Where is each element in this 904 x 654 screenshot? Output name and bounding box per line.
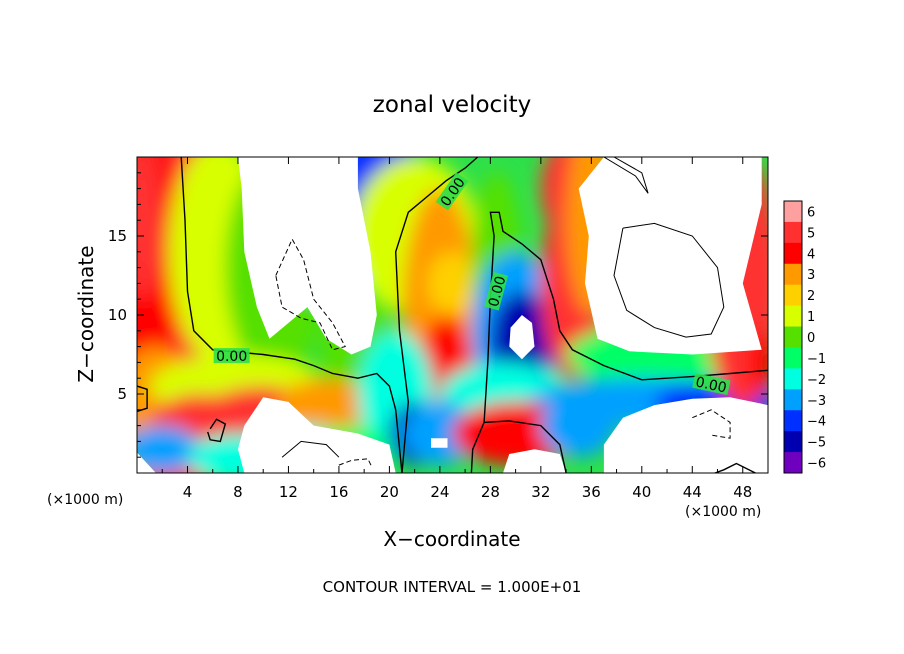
out-of-range-region <box>238 397 396 473</box>
out-of-range-region <box>603 397 768 473</box>
colorbar-swatch <box>784 347 802 369</box>
colorbar-swatch <box>784 221 802 244</box>
zero-contour-line <box>470 420 567 473</box>
contour-label-bg <box>484 271 509 311</box>
x-tick-label: 24 <box>430 483 449 501</box>
zero-contour-line <box>137 385 148 413</box>
contour-interval-note: CONTOUR INTERVAL = 1.000E+01 <box>323 578 582 596</box>
colorbar-label: −4 <box>807 415 826 430</box>
x-axis-label: X−coordinate <box>383 527 520 551</box>
contour-label: 0.00 <box>486 274 510 308</box>
contour-label-bg <box>692 372 731 396</box>
y-tick-label: 5 <box>117 385 127 403</box>
colorbar-label: 1 <box>807 310 815 325</box>
colorbar-swatch <box>784 389 802 411</box>
colorbar-swatch <box>784 431 802 453</box>
x-tick-label: 12 <box>279 483 298 501</box>
field-blob <box>427 251 478 315</box>
colorbar-label: −6 <box>807 457 826 472</box>
zero-contour-line <box>180 157 403 473</box>
plot-area: 0.000.000.000.00 <box>137 157 768 473</box>
x-tick-label: 8 <box>233 483 243 501</box>
chart-title: zonal velocity <box>373 92 531 118</box>
x-tick-label: 4 <box>183 483 193 501</box>
colorbar-swatch <box>784 452 802 474</box>
colorbar-swatch <box>784 242 802 265</box>
zero-contour-line <box>613 222 725 338</box>
x-tick-label: 36 <box>582 483 601 501</box>
out-of-range-region <box>509 315 535 360</box>
y-tick-label: 10 <box>108 306 127 324</box>
colorbar-swatch <box>784 368 802 390</box>
field-blob <box>402 401 478 466</box>
zero-contour-line <box>394 157 479 473</box>
colorbar-label: −5 <box>807 436 826 451</box>
zero-contour-line <box>714 462 756 473</box>
contour-label: 0.00 <box>694 374 728 396</box>
colorbar-label: 5 <box>807 226 815 241</box>
colorbar-swatch <box>784 305 802 328</box>
y-axis-ticks: 5 10 15 <box>108 172 768 458</box>
colorbar-frame <box>783 200 803 474</box>
contour-label-bg <box>435 172 469 211</box>
x-unit-label-left: (×1000 m) <box>47 492 123 508</box>
y-tick-label: 15 <box>108 227 127 245</box>
field-blob <box>137 157 163 300</box>
colorbar-label: 4 <box>807 247 815 262</box>
contour-label-bg <box>213 348 250 364</box>
out-of-range-region <box>431 438 448 448</box>
x-tick-label: 32 <box>531 483 550 501</box>
out-of-range-region <box>503 449 567 473</box>
negative-contour-line <box>338 458 373 467</box>
colorbar-label: 2 <box>807 289 815 304</box>
colorbar-swatch <box>784 410 802 432</box>
contour-label: 0.00 <box>216 349 247 365</box>
x-tick-label: 40 <box>632 483 651 501</box>
zero-contour-line <box>483 211 768 423</box>
out-of-range-region <box>578 157 762 355</box>
out-of-range-region <box>137 452 156 473</box>
colorbar-label: 6 <box>807 205 815 220</box>
field-blob <box>540 394 617 458</box>
x-tick-label: 16 <box>329 483 348 501</box>
negative-contour-line <box>275 238 346 351</box>
x-tick-label: 20 <box>380 483 399 501</box>
x-tick-label: 28 <box>481 483 500 501</box>
colorbar-label: −2 <box>807 373 826 388</box>
colorbar-label: −1 <box>807 352 826 367</box>
field-blob <box>137 425 201 473</box>
zero-contour-line <box>207 418 227 443</box>
y-axis-label: Z−coordinate <box>74 245 98 382</box>
x-unit-label-right: (×1000 m) <box>685 504 761 520</box>
colorbar-label: −3 <box>807 394 826 409</box>
x-tick-label: 44 <box>683 483 702 501</box>
colorbar: 6 5 4 3 2 1 0 −1 −2 −3 −4 −5 −6 <box>783 200 826 474</box>
negative-contour-line <box>692 409 731 439</box>
colorbar-swatch <box>784 201 802 223</box>
x-axis-ticks: 4 8 12 16 20 24 28 32 36 40 44 48 <box>161 157 752 501</box>
colorbar-swatch <box>784 326 802 348</box>
colorbar-swatch <box>784 263 802 286</box>
contour-lines: 0.000.000.000.00 <box>137 157 768 473</box>
colorbar-swatch <box>784 284 802 307</box>
colorbar-label: 3 <box>807 268 815 283</box>
zero-contour-line <box>603 157 649 194</box>
zero-contour-line <box>281 440 340 458</box>
x-tick-label: 48 <box>733 483 752 501</box>
out-of-range-region <box>238 157 377 355</box>
colorbar-label: 0 <box>807 331 815 346</box>
